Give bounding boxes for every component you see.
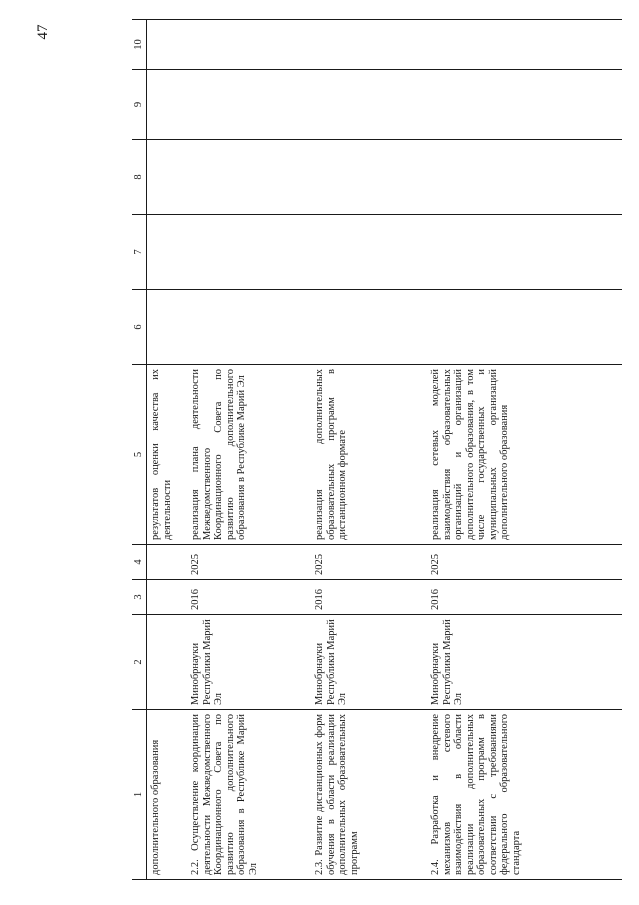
- start-year-cell: 2016: [187, 579, 311, 615]
- end-year-cell: 2025: [427, 544, 622, 580]
- empty-cell: [187, 289, 311, 365]
- empty-cell: [187, 19, 311, 70]
- empty-cell: [187, 69, 311, 140]
- start-year-cell: 2016: [427, 579, 622, 615]
- empty-cell: [311, 139, 427, 215]
- empty-cell: [427, 214, 622, 290]
- empty-cell: [311, 69, 427, 140]
- empty-cell: [311, 289, 427, 365]
- result-cell: реализация дополнительных образовательны…: [311, 364, 427, 545]
- empty-cell: [311, 19, 427, 70]
- empty-cell: [311, 214, 427, 290]
- measure-cell: 2.2. Осуществление координации деятельно…: [187, 709, 311, 880]
- column-header: 5: [132, 364, 147, 545]
- end-year-cell: [146, 544, 187, 580]
- result-cell: реализация сетевых моделей взаимодействи…: [427, 364, 622, 545]
- page-number: 47: [35, 24, 51, 40]
- empty-cell: [187, 139, 311, 215]
- executor-cell: Минобрнауки Республики Марий Эл: [427, 614, 622, 710]
- column-header: 6: [132, 289, 147, 365]
- executor-cell: Минобрнауки Республики Марий Эл: [187, 614, 311, 710]
- empty-cell: [146, 289, 187, 365]
- end-year-cell: 2025: [311, 544, 427, 580]
- table-row: 2.2. Осуществление координации деятельно…: [187, 19, 311, 880]
- empty-cell: [427, 139, 622, 215]
- measure-cell: 2.3. Развитие дистанционных форм обучени…: [311, 709, 427, 880]
- table-row: 2.3. Развитие дистанционных форм обучени…: [311, 19, 427, 880]
- empty-cell: [146, 139, 187, 215]
- column-header: 7: [132, 214, 147, 290]
- table-header-row: 1 2 3 4 5 6 7 8 9 10: [132, 19, 147, 880]
- result-cell: реализация плана деятельности Межведомст…: [187, 364, 311, 545]
- document-table-container: 1 2 3 4 5 6 7 8 9 10 дополнительного обр…: [132, 19, 622, 880]
- column-header: 9: [132, 69, 147, 140]
- result-cell: результатов оценки качества их деятельно…: [146, 364, 187, 545]
- start-year-cell: 2016: [311, 579, 427, 615]
- table-row: 2.4. Разработка и внедрение механизмов с…: [427, 19, 622, 880]
- empty-cell: [427, 69, 622, 140]
- column-header: 2: [132, 614, 147, 710]
- executor-cell: [146, 614, 187, 710]
- table-row: дополнительного образования результатов …: [146, 19, 187, 880]
- measure-cell: 2.4. Разработка и внедрение механизмов с…: [427, 709, 622, 880]
- column-header: 8: [132, 139, 147, 215]
- empty-cell: [187, 214, 311, 290]
- measure-cell: дополнительного образования: [146, 709, 187, 880]
- document-table: 1 2 3 4 5 6 7 8 9 10 дополнительного обр…: [132, 19, 622, 880]
- empty-cell: [146, 69, 187, 140]
- column-header: 3: [132, 579, 147, 615]
- column-header: 1: [132, 709, 147, 880]
- empty-cell: [427, 289, 622, 365]
- start-year-cell: [146, 579, 187, 615]
- empty-cell: [427, 19, 622, 70]
- empty-cell: [146, 19, 187, 70]
- end-year-cell: 2025: [187, 544, 311, 580]
- column-header: 10: [132, 19, 147, 70]
- column-header: 4: [132, 544, 147, 580]
- executor-cell: Минобрнауки Республики Марий Эл: [311, 614, 427, 710]
- empty-cell: [146, 214, 187, 290]
